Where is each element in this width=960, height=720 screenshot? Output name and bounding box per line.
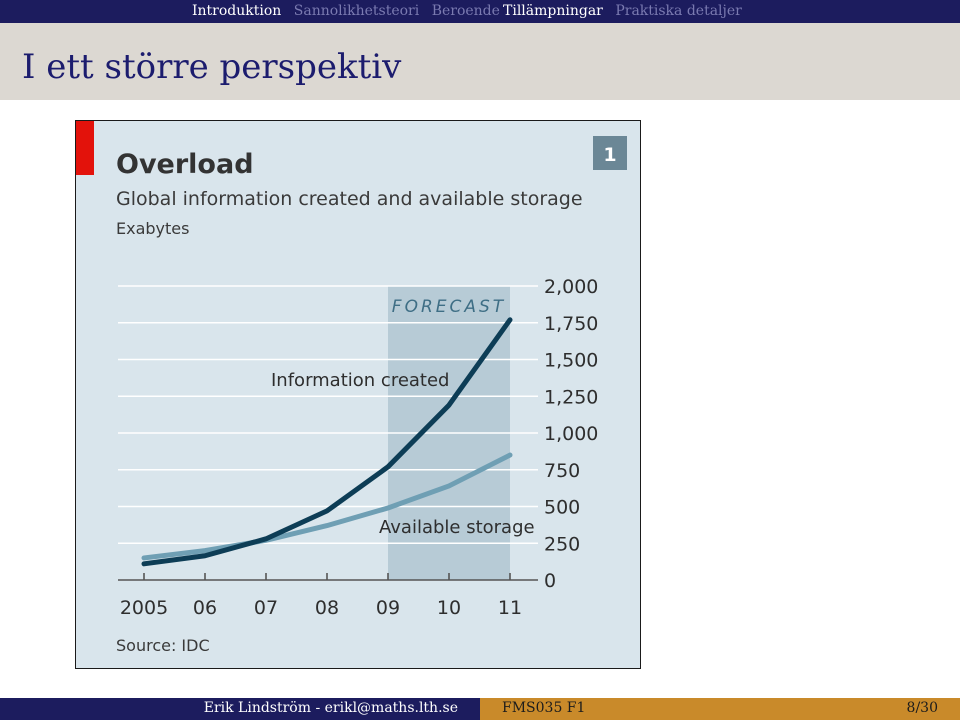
chart-figure: Overload Global information created and … (75, 120, 641, 669)
chart-svg: Overload Global information created and … (76, 121, 627, 655)
y-tick-label: 2,000 (544, 276, 598, 298)
footer-left: Erik Lindström - erikl@maths.lth.se (0, 698, 480, 720)
x-tick-label: 08 (315, 597, 339, 619)
y-tick-label: 1,000 (544, 423, 598, 445)
y-tick-label: 750 (544, 460, 580, 482)
nav-item-introduktion[interactable]: Introduktion (192, 3, 282, 19)
slide-title: I ett större perspektiv (22, 47, 402, 87)
source-note: Source: IDC (116, 636, 210, 655)
nav-item-sannolikhetsteori[interactable]: Sannolikhetsteori (293, 3, 420, 19)
chart-number-badge-text: 1 (603, 144, 616, 166)
y-tick-label: 250 (544, 533, 580, 555)
series-line (141, 452, 513, 561)
chart-number-badge (593, 136, 627, 170)
footer: Erik Lindström - erikl@maths.lth.se FMS0… (0, 698, 960, 720)
footer-page-number: 8/30 (906, 700, 938, 716)
y-tick-label: 1,500 (544, 350, 598, 372)
forecast-label: FORECAST (392, 297, 506, 317)
y-tick-label: 1,250 (544, 386, 598, 408)
nav-item-praktiska-detaljer[interactable]: Praktiska detaljer (615, 3, 742, 19)
footer-right: FMS035 F1 8/30 (480, 698, 960, 720)
nav-left-group: Introduktion Sannolikhetsteori Beroende (192, 3, 508, 19)
chart-subtitle: Global information created and available… (116, 188, 583, 210)
x-tick-label: 2005 (120, 597, 168, 619)
top-navigation: Introduktion Sannolikhetsteori Beroende … (0, 0, 960, 23)
x-tick-label: 10 (437, 597, 461, 619)
x-tick-label: 06 (193, 597, 217, 619)
series-label-information-created: Information created (271, 370, 449, 391)
series-line (141, 317, 513, 567)
footer-author: Erik Lindström - erikl@maths.lth.se (203, 700, 458, 716)
x-tick-label: 09 (376, 597, 400, 619)
nav-item-beroende[interactable]: Beroende (431, 3, 500, 19)
y-tick-label: 500 (544, 497, 580, 519)
y-axis-unit-label: Exabytes (116, 219, 189, 238)
accent-bar (76, 121, 94, 175)
footer-course: FMS035 F1 (502, 700, 586, 716)
series-label-available-storage: Available storage (379, 517, 535, 538)
title-bar: I ett större perspektiv (0, 23, 960, 100)
chart-title: Overload (116, 149, 254, 180)
x-tick-label: 07 (254, 597, 278, 619)
nav-item-tillampningar[interactable]: Tillämpningar (503, 3, 603, 19)
y-tick-label: 1,750 (544, 313, 598, 335)
nav-right-group: Tillämpningar Praktiska detaljer (503, 3, 750, 19)
x-tick-label: 11 (498, 597, 522, 619)
y-tick-label: 0 (544, 570, 556, 592)
